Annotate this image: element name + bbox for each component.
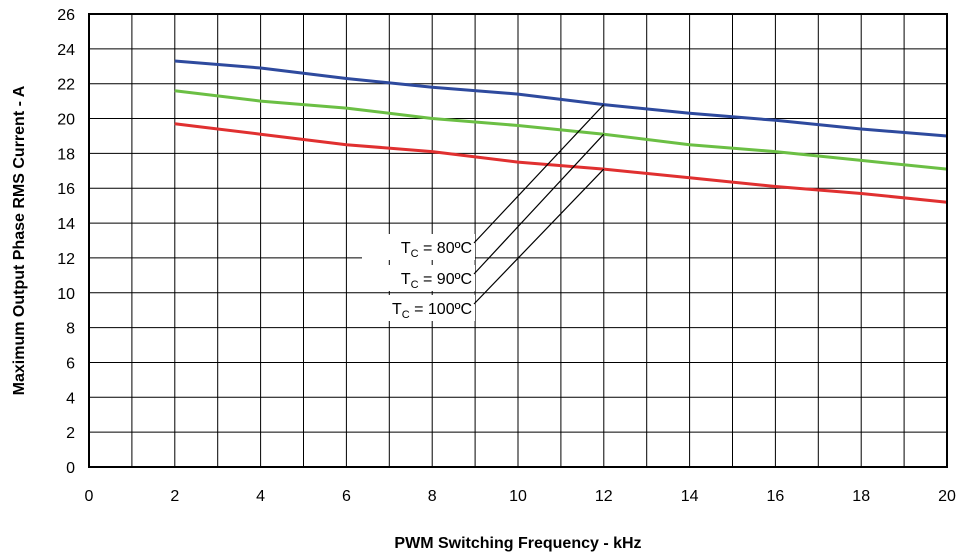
plot-frame bbox=[88, 13, 948, 468]
y-axis-title: Maximum Output Phase RMS Current - A bbox=[11, 85, 28, 395]
y-tick-label: 12 bbox=[57, 251, 75, 268]
y-tick-label: 24 bbox=[57, 42, 75, 59]
annotation-label: TC = 100ºC bbox=[392, 301, 472, 321]
annotation-leader-line bbox=[473, 133, 605, 275]
y-tick-label: 14 bbox=[57, 216, 75, 233]
annotation-background bbox=[362, 265, 475, 291]
series-line bbox=[174, 89, 948, 171]
annotation-leader-line bbox=[473, 168, 605, 305]
x-tick-label: 4 bbox=[256, 488, 265, 505]
y-tick-label: 10 bbox=[57, 286, 75, 303]
y-tick-label: 4 bbox=[66, 390, 75, 407]
annotation-background bbox=[362, 234, 475, 260]
x-axis-title: PWM Switching Frequency - kHz bbox=[394, 535, 641, 552]
annotation-background bbox=[362, 295, 475, 321]
y-tick-label: 22 bbox=[57, 77, 75, 94]
series-line bbox=[174, 122, 948, 204]
series-line bbox=[174, 59, 948, 138]
x-tick-label: 0 bbox=[85, 488, 94, 505]
annotations: TC = 80ºC TC = 90ºC TC = 100ºC bbox=[362, 104, 605, 321]
x-tick-label: 6 bbox=[342, 488, 351, 505]
annotation-leader-line bbox=[473, 104, 605, 244]
x-tick-label: 10 bbox=[509, 488, 527, 505]
x-tick-label: 14 bbox=[681, 488, 699, 505]
y-tick-label: 18 bbox=[57, 146, 75, 163]
annotation-label: TC = 90ºC bbox=[401, 271, 472, 291]
x-tick-label: 2 bbox=[170, 488, 179, 505]
y-tick-label: 26 bbox=[57, 7, 75, 24]
y-tick-label: 0 bbox=[66, 460, 75, 477]
y-tick-label: 16 bbox=[57, 181, 75, 198]
y-tick-label: 6 bbox=[66, 355, 75, 372]
x-tick-label: 12 bbox=[595, 488, 613, 505]
y-tick-label: 2 bbox=[66, 425, 75, 442]
x-tick-label: 16 bbox=[767, 488, 785, 505]
series-lines bbox=[174, 59, 948, 204]
x-tick-label: 18 bbox=[852, 488, 870, 505]
annotation-label: TC = 80ºC bbox=[401, 240, 472, 260]
grid bbox=[88, 13, 948, 468]
y-tick-label: 8 bbox=[66, 321, 75, 338]
y-tick-label: 20 bbox=[57, 112, 75, 129]
x-tick-label: 20 bbox=[938, 488, 956, 505]
x-tick-label: 8 bbox=[428, 488, 437, 505]
